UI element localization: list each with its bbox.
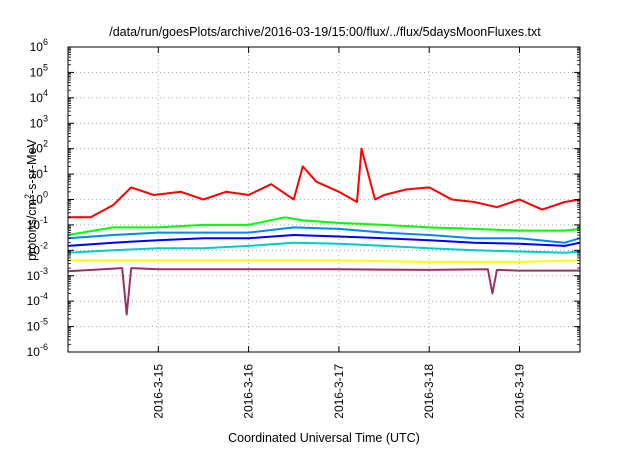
- grid: [68, 47, 580, 352]
- x-tick-label: 2016-3-18: [422, 364, 436, 419]
- y-tick-label: 100: [30, 190, 48, 207]
- series-line-3: [67, 226, 581, 244]
- y-tick-label: 10-3: [27, 266, 48, 283]
- y-tick-label: 104: [30, 88, 48, 105]
- x-tick-label: 2016-3-17: [332, 364, 346, 419]
- y-tick-label: 10-1: [27, 215, 48, 232]
- series-line-7: [67, 267, 580, 316]
- y-axis-label-prefix: protons/cm: [25, 199, 39, 261]
- y-axis-label: protons/cm2-s-sr-MeV: [23, 138, 39, 260]
- y-tick-label: 10-6: [27, 342, 48, 359]
- chart-title: /data/run/goesPlots/archive/2016-03-19/1…: [109, 25, 541, 39]
- x-axis-label: Coordinated Universal Time (UTC): [228, 431, 420, 445]
- y-tick-label: 105: [30, 62, 48, 79]
- x-tick-label: 2016-3-19: [512, 364, 526, 419]
- series-line-4: [67, 234, 581, 247]
- y-tick-label: 103: [30, 113, 48, 130]
- y-axis-label-suffix: -s-sr-MeV: [25, 138, 39, 194]
- series-layer: [67, 147, 581, 316]
- x-axis: 2016-3-15 2016-3-16 2016-3-17 2016-3-18 2016…: [151, 47, 526, 419]
- y-tick-label: 101: [30, 164, 48, 181]
- series-line-6: [68, 259, 581, 263]
- y-tick-label: 10-5: [27, 317, 48, 334]
- y-tick-label: 10-4: [27, 291, 48, 308]
- y-axis-label-sup: 2: [23, 194, 33, 199]
- series-line-1: [68, 147, 581, 219]
- x-tick-label: 2016-3-15: [151, 364, 165, 419]
- series-line-2: [67, 216, 581, 236]
- y-tick-label: 106: [30, 37, 48, 54]
- series-line-5: [67, 241, 581, 254]
- y-tick-label: 10-2: [27, 240, 48, 257]
- x-tick-label: 2016-3-16: [242, 364, 256, 419]
- y-axis: 10-6 10-5 10-4 10-3 10-2 10-1 100 101 102 103 104 1…: [27, 37, 580, 359]
- y-tick-label: 102: [30, 139, 48, 156]
